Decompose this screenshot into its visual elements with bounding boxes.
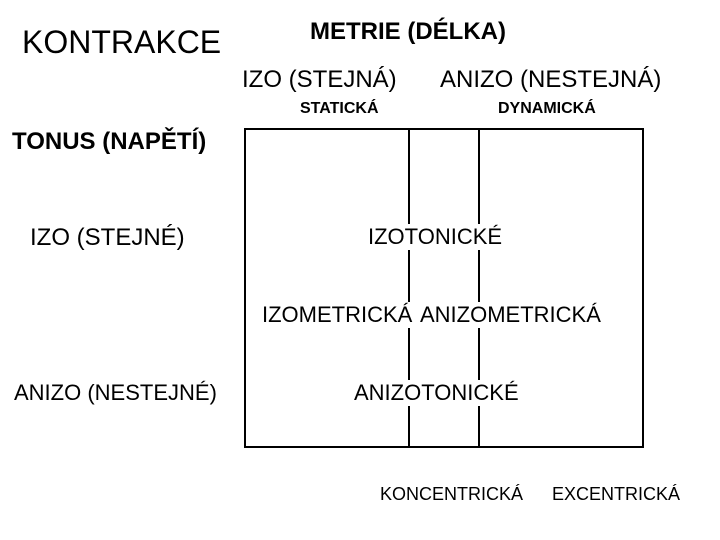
col-sub-anizo: ANIZO (NESTEJNÁ) — [440, 66, 661, 94]
page-title: KONTRAKCE — [22, 24, 221, 61]
row-sub-anizo: ANIZO (NESTEJNÉ) — [14, 380, 217, 406]
col-header-metrie: METRIE (DÉLKA) — [310, 18, 506, 46]
footer-excentricka: EXCENTRICKÁ — [552, 484, 680, 505]
cell-izotonicke: IZOTONICKÉ — [368, 224, 502, 250]
cell-izometricka: IZOMETRICKÁ — [262, 302, 412, 328]
col-sub-izo: IZO (STEJNÁ) — [242, 66, 397, 94]
row-sub-izo: IZO (STEJNÉ) — [30, 224, 185, 252]
cell-anizotonicke: ANIZOTONICKÉ — [354, 380, 519, 406]
footer-koncentricka: KONCENTRICKÁ — [380, 484, 523, 505]
row-header-tonus: TONUS (NAPĚTÍ) — [12, 128, 206, 156]
col-sub2-staticka: STATICKÁ — [300, 100, 379, 118]
col-sub2-dynamicka: DYNAMICKÁ — [498, 100, 596, 118]
cell-anizometricka: ANIZOMETRICKÁ — [420, 302, 601, 328]
